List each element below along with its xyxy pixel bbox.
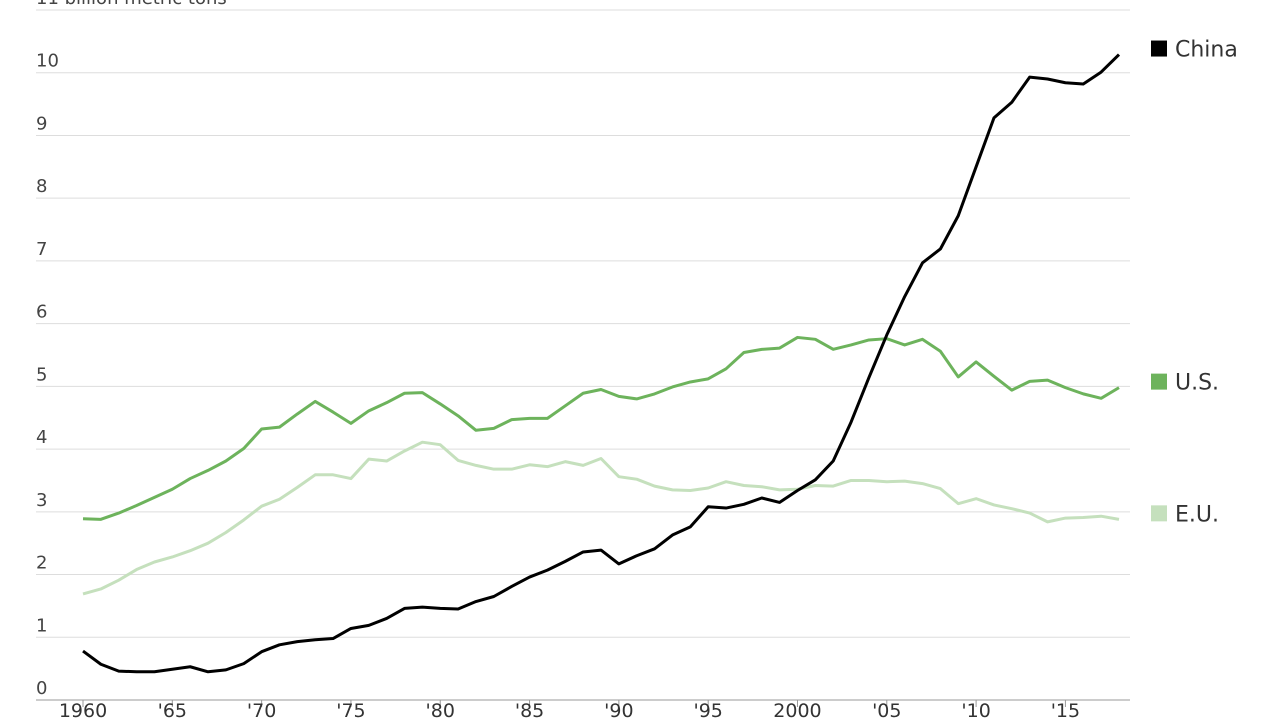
x-tick-label: '10 [961, 700, 990, 720]
legend-swatch [1151, 505, 1167, 522]
y-tick-label: 1 [36, 615, 47, 636]
legend-label: E.U. [1175, 502, 1219, 527]
legend-label: China [1175, 38, 1238, 63]
y-tick-label: 3 [36, 490, 47, 511]
x-tick-label: '85 [515, 700, 544, 720]
x-tick-label: 2000 [773, 700, 821, 720]
x-tick-label: '80 [426, 700, 455, 720]
y-tick-label: 7 [36, 239, 47, 260]
x-tick-label: '90 [604, 700, 633, 720]
y-tick-label: 6 [36, 302, 47, 323]
x-tick-label: 1960 [59, 700, 107, 720]
series-line [82, 335, 1120, 521]
y-tick-label: 2 [36, 553, 47, 574]
y-tick-label: 4 [36, 427, 47, 448]
y-tick-label: 5 [36, 364, 47, 385]
x-tick-label: '95 [693, 700, 722, 720]
x-tick-label: '75 [336, 700, 365, 720]
x-tick-label: '05 [872, 700, 901, 720]
legend-swatch [1151, 373, 1167, 390]
legend-label: U.S. [1175, 371, 1219, 396]
x-tick-label: '65 [158, 700, 187, 720]
y-tick-label: 10 [36, 51, 59, 72]
y-tick-label: 8 [36, 176, 47, 197]
series-line [82, 440, 1120, 596]
legend-swatch [1151, 40, 1167, 57]
y-tick-label: 9 [36, 113, 47, 134]
y-tick-label: 0 [36, 678, 47, 699]
series-line [82, 53, 1121, 674]
x-tick-label: '15 [1051, 700, 1080, 720]
x-tick-label: '70 [247, 700, 276, 720]
y-tick-label: 11 billion metric tons [36, 0, 227, 9]
